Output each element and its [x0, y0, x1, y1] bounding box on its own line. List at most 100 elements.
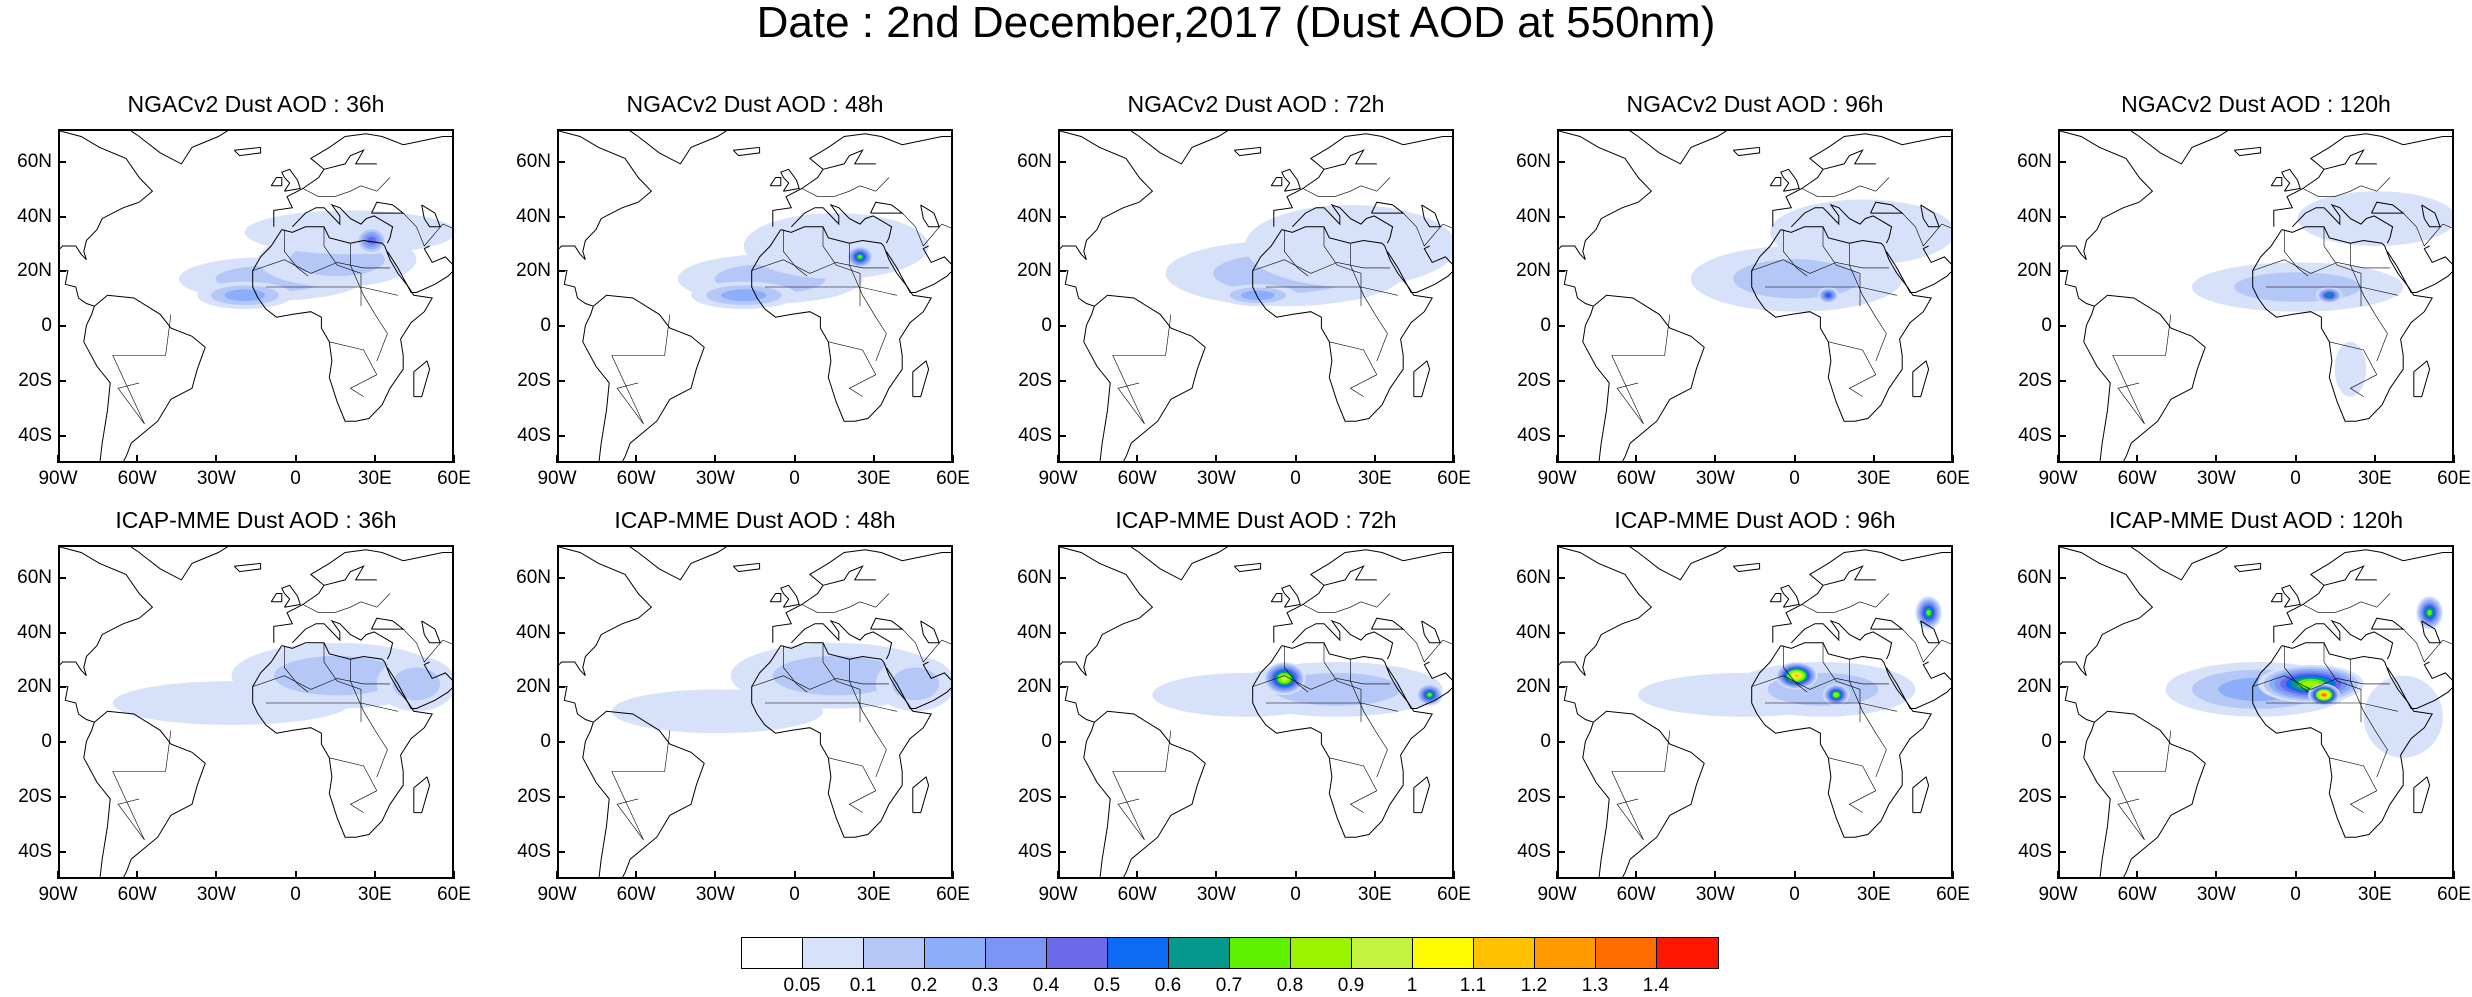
- lat-tick-label: 40N: [516, 621, 551, 643]
- lon-tick-label: 60E: [936, 468, 970, 489]
- lon-tick-label: 30W: [1196, 468, 1236, 489]
- lat-tick: [58, 215, 66, 218]
- coastline: [769, 593, 782, 603]
- map-frame: [1557, 129, 1953, 463]
- coastline: [559, 686, 594, 723]
- country-border: [2350, 659, 2388, 778]
- coastline: [920, 620, 940, 644]
- country-border: [329, 341, 378, 397]
- lat-tick: [557, 631, 565, 634]
- country-border: [1323, 226, 1362, 307]
- lon-tick: [1453, 455, 1455, 463]
- colorbar: [741, 937, 1719, 969]
- lon-tick-label: 30E: [1856, 884, 1891, 905]
- lat-tick: [557, 434, 565, 437]
- coastline: [1780, 584, 1800, 608]
- coastline: [252, 642, 434, 838]
- coastline: [2252, 226, 2434, 422]
- lat-tick-label: 60N: [17, 150, 52, 172]
- dust-plume: [1427, 692, 1432, 697]
- lat-tick: [58, 686, 66, 689]
- lon-tick-label: 60E: [2437, 468, 2471, 489]
- lat-tick-label: 60N: [1017, 566, 1052, 588]
- lon-tick-label: 30E: [1357, 468, 1392, 489]
- lat-tick: [1058, 215, 1066, 218]
- colorbar-label: 0.5: [1093, 975, 1121, 996]
- coastline: [371, 617, 405, 630]
- lat-tick-label: 40S: [18, 424, 52, 446]
- coastline: [1323, 149, 1377, 170]
- dust-plume: [2297, 191, 2452, 246]
- coastline: [1790, 203, 1893, 244]
- country-border: [783, 229, 808, 277]
- lon-tick: [1373, 455, 1376, 463]
- lat-tick-label: 60N: [2017, 150, 2052, 172]
- coastline: [2421, 204, 2441, 228]
- coastline: [790, 203, 893, 244]
- coastline: [1769, 177, 1782, 187]
- coastline: [1912, 776, 1930, 814]
- lat-tick-label: 40N: [2017, 205, 2052, 227]
- lon-tick-label: 30W: [695, 884, 735, 905]
- lon-tick: [57, 871, 59, 879]
- lat-tick-label: 0: [2041, 731, 2052, 753]
- country-border: [402, 212, 452, 247]
- lat-tick-label: 60N: [516, 566, 551, 588]
- coastline: [1559, 547, 1653, 677]
- colorbar-label: 0.6: [1154, 975, 1182, 996]
- map-frame: [2058, 545, 2454, 879]
- country-border: [1402, 628, 1452, 663]
- coastline: [769, 177, 782, 187]
- colorbar-label: 0.7: [1215, 975, 1243, 996]
- lon-tick-label: 90W: [1038, 884, 1078, 905]
- lat-tick: [557, 215, 565, 218]
- map-plot: [1559, 131, 1951, 461]
- lat-tick-label: 40S: [1018, 840, 1052, 862]
- lon-tick: [556, 455, 558, 463]
- country-border: [302, 593, 391, 613]
- colorbar-label: 0.1: [849, 975, 877, 996]
- country-border: [252, 675, 390, 690]
- coastline: [291, 203, 394, 244]
- coastline: [130, 547, 229, 581]
- panel-title: ICAP-MME Dust AOD : 48h: [614, 507, 896, 533]
- coastline: [582, 294, 705, 461]
- lon-tick-label: 60W: [1616, 468, 1656, 489]
- coastline: [1413, 776, 1431, 814]
- lon-tick: [1294, 871, 1297, 879]
- lon-tick-label: 60W: [616, 884, 656, 905]
- coastline: [870, 617, 904, 630]
- lat-tick: [58, 160, 66, 163]
- lon-tick: [635, 455, 638, 463]
- lat-tick-label: 20S: [2018, 785, 2052, 807]
- lat-tick: [2058, 379, 2066, 382]
- coastline: [2386, 245, 2452, 293]
- map-frame: [58, 545, 454, 879]
- colorbar-swatch: [864, 938, 925, 968]
- lat-tick: [1557, 270, 1565, 273]
- coastline: [2130, 547, 2229, 581]
- lat-tick: [1058, 686, 1066, 689]
- lon-tick: [1793, 871, 1796, 879]
- lon-tick: [793, 455, 796, 463]
- country-border: [302, 177, 391, 197]
- lon-tick: [1635, 871, 1638, 879]
- coastline: [130, 131, 229, 165]
- coastline: [751, 642, 933, 838]
- country-border: [402, 628, 452, 663]
- lat-tick-label: 40S: [2018, 840, 2052, 862]
- coastline: [1060, 547, 1154, 677]
- lon-tick-label: 60W: [2117, 468, 2157, 489]
- map-frame: [2058, 129, 2454, 463]
- lat-tick-label: 0: [1041, 731, 1052, 753]
- colorbar-swatch: [1169, 938, 1230, 968]
- country-border: [2252, 675, 2390, 690]
- dust-plume: [772, 655, 900, 696]
- country-border: [2112, 314, 2172, 425]
- lon-tick: [294, 455, 297, 463]
- coastline: [1751, 226, 1933, 422]
- lat-tick-label: 40N: [17, 205, 52, 227]
- lat-tick: [58, 850, 66, 853]
- lat-tick: [1557, 215, 1565, 218]
- coastline: [1386, 245, 1452, 293]
